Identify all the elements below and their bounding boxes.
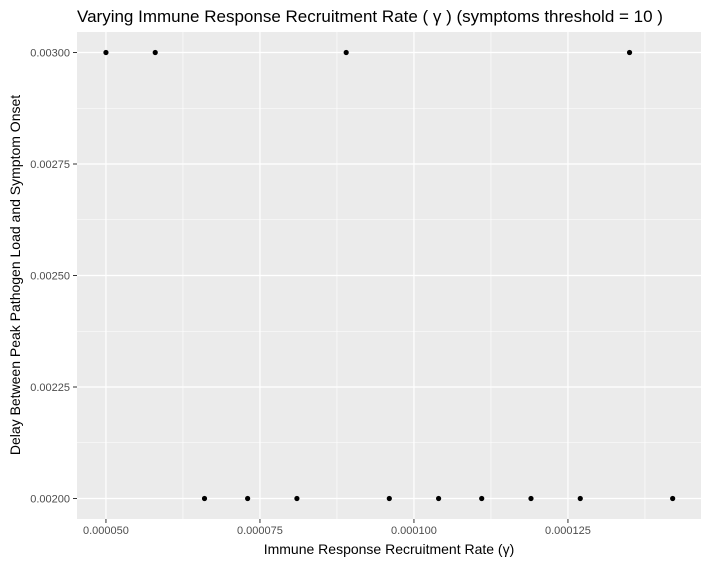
data-point: [670, 495, 676, 502]
y-tick-label: 0.00225: [30, 382, 70, 394]
major-gridlines: [77, 32, 701, 519]
axis-ticks: 0.000050 0.000075 0.000100 0.000125 0.00200 0…: [30, 48, 591, 537]
x-axis-title: Immune Response Recruitment Rate (γ): [264, 541, 515, 557]
chart-title: Varying Immune Response Recruitment Rate…: [77, 7, 663, 26]
data-point: [103, 49, 109, 56]
data-point: [479, 495, 485, 502]
x-tick-label: 0.000125: [545, 525, 591, 537]
x-tick-label: 0.000075: [237, 525, 283, 537]
data-point: [626, 49, 633, 56]
y-tick-label: 0.00200: [30, 493, 70, 505]
y-tick-label: 0.00300: [30, 48, 70, 60]
y-axis-title: Delay Between Peak Pathogen Load and Sym…: [7, 95, 23, 455]
data-point: [245, 495, 251, 502]
data-point: [201, 495, 208, 502]
y-tick-label: 0.00250: [30, 271, 70, 283]
data-point: [528, 495, 534, 502]
data-point: [435, 495, 442, 502]
x-tick-label: 0.000100: [391, 525, 437, 537]
data-point: [386, 495, 392, 502]
data-point: [294, 495, 300, 502]
data-point: [577, 495, 583, 502]
data-point: [343, 49, 349, 56]
data-point: [152, 49, 158, 56]
data-points: [103, 49, 676, 502]
x-tick-label: 0.000050: [83, 525, 129, 537]
y-tick-label: 0.00275: [30, 159, 70, 171]
